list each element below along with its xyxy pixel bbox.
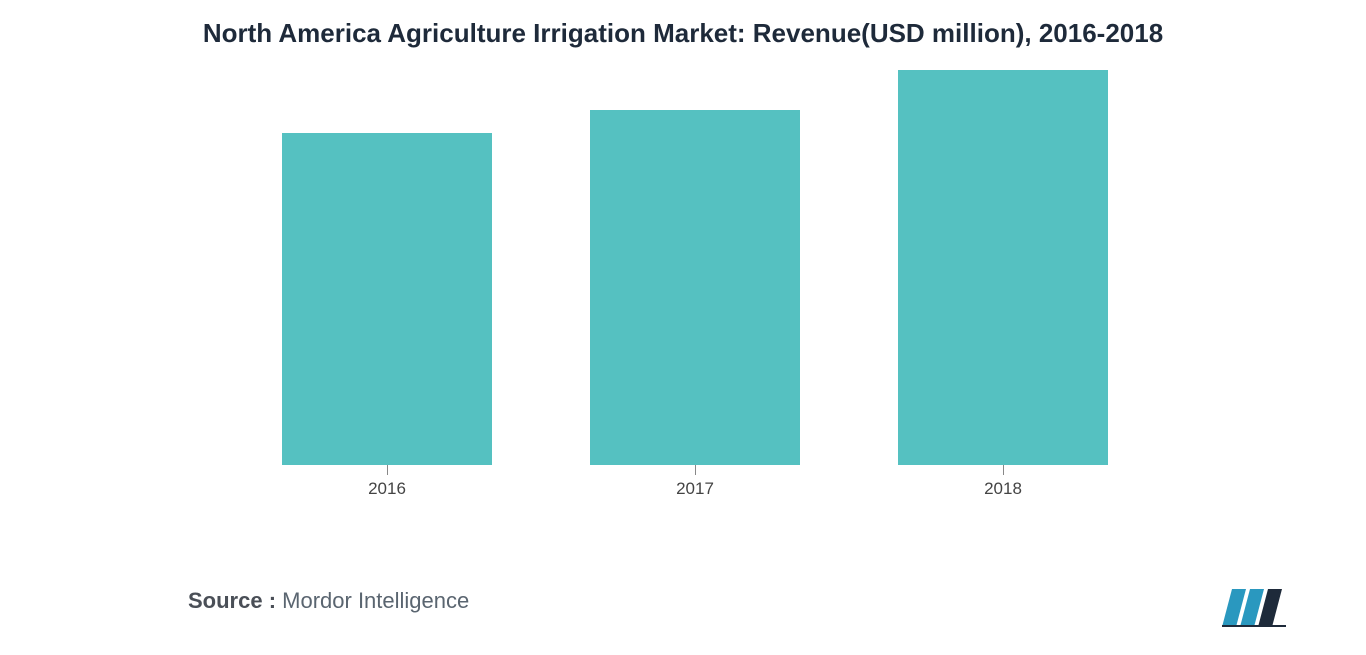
bar [282, 133, 492, 465]
plot-area: 201620172018 [130, 70, 1230, 465]
source-text: Mordor Intelligence [276, 588, 469, 613]
brand-logo-icon [1222, 583, 1294, 627]
bar [898, 70, 1108, 465]
x-tick [695, 465, 696, 475]
chart-title: North America Agriculture Irrigation Mar… [0, 0, 1366, 49]
source-label: Source : [188, 588, 276, 613]
bar [590, 110, 800, 466]
x-axis-label: 2017 [676, 479, 714, 499]
source-line: Source : Mordor Intelligence [188, 588, 469, 614]
chart-container: North America Agriculture Irrigation Mar… [0, 0, 1366, 655]
x-axis-label: 2018 [984, 479, 1022, 499]
x-axis-label: 2016 [368, 479, 406, 499]
x-tick [1003, 465, 1004, 475]
x-tick [387, 465, 388, 475]
